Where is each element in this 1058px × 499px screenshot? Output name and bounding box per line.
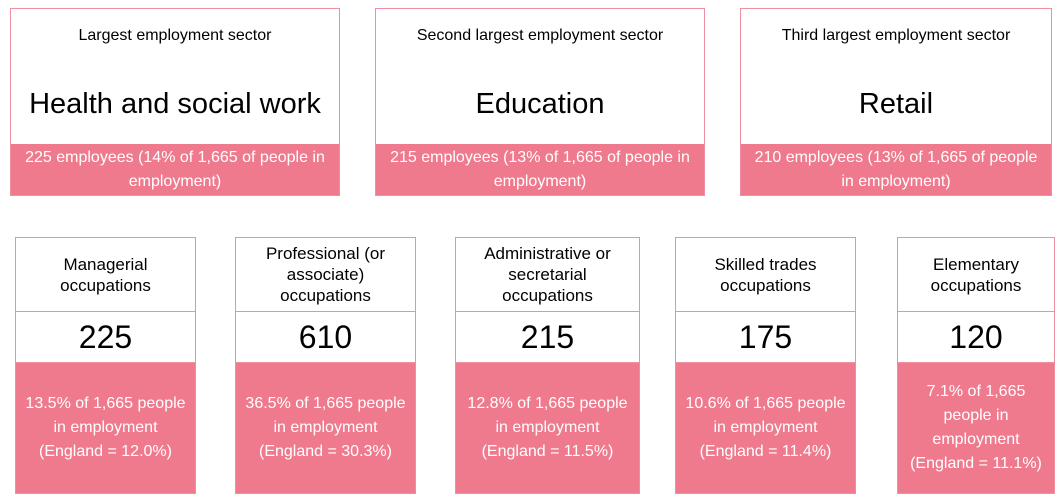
occupation-detail: 10.6% of 1,665 people in employment (Eng…	[676, 363, 855, 493]
sector-detail: 215 employees (13% of 1,665 of people in…	[376, 144, 704, 195]
sector-card: Largest employment sector Health and soci…	[10, 8, 340, 196]
occupation-count: 175	[676, 311, 855, 363]
occupation-card: Skilled trades occupations 175 10.6% of 1,…	[675, 237, 856, 494]
occupation-count: 225	[16, 311, 195, 363]
sector-name: Health and social work	[29, 87, 321, 120]
occupation-detail: 36.5% of 1,665 people in employment (Eng…	[236, 363, 415, 493]
sector-name: Education	[475, 87, 605, 120]
occupation-count: 215	[456, 311, 639, 363]
occupation-count: 610	[236, 311, 415, 363]
sector-card: Second largest employment sector Educatio…	[375, 8, 705, 196]
occupation-card: Elementary occupations 120 7.1% of 1,665 p…	[897, 237, 1055, 494]
occupation-heading: Elementary occupations	[930, 254, 1022, 295]
occupation-heading: Administrative or secretarial occupation…	[484, 244, 611, 305]
occupation-detail: 12.8% of 1,665 people in employment (Eng…	[456, 363, 639, 493]
occupation-card: Managerial occupations 225 13.5% of 1,665 …	[15, 237, 196, 494]
occupation-heading: Managerial occupations	[60, 254, 151, 295]
sector-heading: Second largest employment sector	[416, 27, 664, 44]
occupation-heading: Professional (or associate) occupations	[265, 244, 386, 305]
sector-name: Retail	[858, 87, 934, 120]
sector-heading: Largest employment sector	[78, 27, 272, 44]
sector-detail: 210 employees (13% of 1,665 of people in…	[741, 144, 1051, 195]
occupation-card: Professional (or associate) occupations 6…	[235, 237, 416, 494]
occupation-detail: 13.5% of 1,665 people in employment (Eng…	[16, 363, 195, 493]
sector-card: Third largest employment sector Retail 210…	[740, 8, 1052, 196]
sector-heading: Third largest employment sector	[781, 27, 1011, 44]
occupation-count: 120	[898, 311, 1054, 363]
sector-detail: 225 employees (14% of 1,665 of people in…	[11, 144, 339, 195]
occupation-card: Administrative or secretarial occupation…	[455, 237, 640, 494]
occupation-detail: 7.1% of 1,665 people in employment (Engl…	[898, 363, 1054, 493]
occupation-heading: Skilled trades occupations	[714, 254, 817, 295]
